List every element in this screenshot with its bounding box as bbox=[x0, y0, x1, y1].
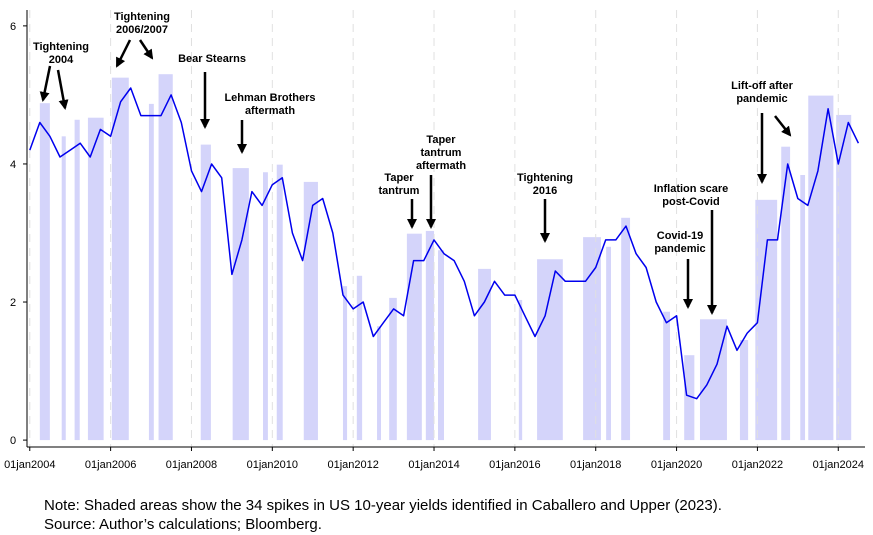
annotation: Covid-19 bbox=[657, 230, 703, 242]
spike bbox=[61, 136, 66, 441]
spike bbox=[356, 275, 363, 441]
spike bbox=[699, 319, 727, 441]
spike bbox=[148, 103, 154, 441]
spike bbox=[377, 326, 382, 441]
spike bbox=[755, 199, 778, 441]
spike bbox=[606, 246, 612, 441]
x-tick-label: 01jan2014 bbox=[408, 459, 459, 471]
spike bbox=[389, 297, 397, 441]
annotation: 2016 bbox=[533, 185, 557, 197]
x-tick-label: 01jan2016 bbox=[489, 459, 540, 471]
annotation: 2006/2007 bbox=[116, 24, 168, 36]
annotation: Lift-off after bbox=[731, 80, 793, 92]
grid: 0 2 4 6 01jan2004 01jan2006 01jan2008 01jan2010… bbox=[4, 10, 864, 471]
spike bbox=[74, 119, 80, 441]
spike bbox=[621, 217, 631, 441]
yield-line bbox=[29, 87, 860, 400]
spikes bbox=[39, 74, 852, 441]
x-tick-label: 01jan2010 bbox=[247, 459, 298, 471]
annotation: Tightening bbox=[33, 41, 89, 53]
spike bbox=[836, 114, 852, 441]
spike bbox=[684, 355, 695, 441]
annotation: Bear Stearns bbox=[178, 53, 246, 65]
annotation: aftermath bbox=[245, 105, 295, 117]
spike bbox=[342, 286, 348, 441]
y-tick-label: 2 bbox=[10, 297, 16, 309]
source: Source: Author’s calculations; Bloomberg… bbox=[44, 516, 322, 533]
arrow bbox=[138, 39, 154, 60]
y-tick-label: 6 bbox=[10, 21, 16, 33]
annotation: pandemic bbox=[736, 93, 787, 105]
spike bbox=[425, 230, 435, 441]
x-tick-label: 01jan2018 bbox=[570, 459, 621, 471]
spike bbox=[39, 103, 50, 441]
spike bbox=[663, 311, 671, 441]
spike bbox=[87, 117, 104, 441]
arrow bbox=[56, 69, 69, 110]
annotation: tantrum bbox=[421, 147, 462, 159]
x-tick-label: 01jan2022 bbox=[732, 459, 783, 471]
lines bbox=[29, 87, 860, 400]
annotation: Lehman Brothers bbox=[224, 92, 315, 104]
spike bbox=[583, 237, 601, 441]
note: Note: Shaded areas show the 34 spikes in… bbox=[44, 497, 722, 514]
annotation: 2004 bbox=[49, 54, 74, 66]
spike bbox=[781, 146, 791, 441]
spike bbox=[478, 268, 491, 441]
annotation: aftermath bbox=[416, 160, 466, 172]
spike bbox=[232, 168, 249, 441]
spike bbox=[739, 339, 749, 441]
spike bbox=[808, 95, 834, 441]
spike bbox=[537, 259, 563, 441]
x-tick-label: 01jan2020 bbox=[651, 459, 702, 471]
annotation: Taper bbox=[384, 172, 414, 184]
x-tick-label: 01jan2024 bbox=[813, 459, 864, 471]
spike bbox=[800, 174, 806, 441]
arrow bbox=[115, 39, 132, 68]
spike bbox=[158, 74, 173, 441]
arrow bbox=[774, 115, 792, 137]
spike bbox=[276, 164, 283, 441]
spike bbox=[263, 172, 268, 441]
arrow bbox=[39, 65, 52, 102]
annotation: pandemic bbox=[654, 243, 705, 255]
spike bbox=[111, 77, 129, 441]
spike bbox=[518, 299, 523, 441]
x-tick-label: 01jan2006 bbox=[85, 459, 136, 471]
x-tick-label: 01jan2012 bbox=[327, 459, 378, 471]
x-tick-label: 01jan2004 bbox=[4, 459, 55, 471]
annotation: tantrum bbox=[379, 185, 420, 197]
annotation: Taper bbox=[426, 134, 456, 146]
y-tick-label: 0 bbox=[10, 435, 16, 447]
spike bbox=[406, 233, 422, 441]
spike bbox=[303, 181, 318, 441]
y-tick-label: 4 bbox=[10, 159, 16, 171]
x-tick-label: 01jan2008 bbox=[166, 459, 217, 471]
spike bbox=[200, 144, 211, 441]
annotation: Tightening bbox=[114, 11, 170, 23]
annotation: Tightening bbox=[517, 172, 573, 184]
annotation: post-Covid bbox=[662, 196, 719, 208]
spike bbox=[438, 250, 444, 441]
annotation: Inflation scare bbox=[654, 183, 729, 195]
